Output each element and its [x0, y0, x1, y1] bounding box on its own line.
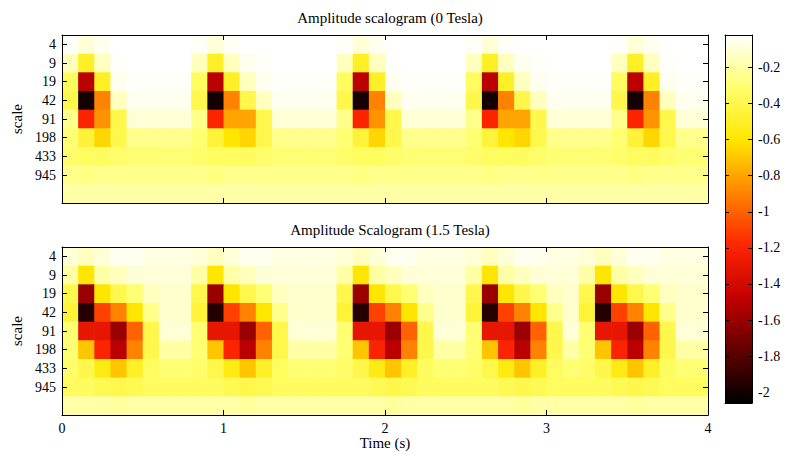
svg-text:198: 198 [35, 130, 56, 145]
svg-text:-1.8: -1.8 [758, 349, 780, 364]
svg-text:3: 3 [543, 421, 550, 436]
svg-text:-1.2: -1.2 [758, 240, 780, 255]
svg-text:scale: scale [9, 316, 25, 346]
svg-text:-2: -2 [758, 385, 770, 400]
svg-text:19: 19 [42, 74, 56, 89]
svg-text:4: 4 [49, 249, 56, 264]
svg-text:9: 9 [49, 56, 56, 71]
svg-text:42: 42 [42, 305, 56, 320]
svg-text:scale: scale [9, 104, 25, 134]
svg-text:1: 1 [220, 421, 227, 436]
svg-text:Amplitude scalogram (0 Tesla): Amplitude scalogram (0 Tesla) [297, 10, 483, 27]
svg-text:19: 19 [42, 286, 56, 301]
svg-text:2: 2 [382, 421, 389, 436]
svg-text:4: 4 [49, 37, 56, 52]
svg-text:Amplitude Scalogram (1.5 Tesla: Amplitude Scalogram (1.5 Tesla) [290, 222, 489, 239]
svg-text:198: 198 [35, 342, 56, 357]
svg-text:433: 433 [35, 361, 56, 376]
svg-text:Time (s): Time (s) [360, 435, 411, 452]
svg-text:-0.6: -0.6 [758, 132, 780, 147]
svg-text:-0.2: -0.2 [758, 60, 780, 75]
svg-text:-1.4: -1.4 [758, 276, 780, 291]
svg-text:42: 42 [42, 93, 56, 108]
svg-text:0: 0 [59, 421, 66, 436]
svg-text:9: 9 [49, 268, 56, 283]
svg-text:945: 945 [35, 380, 56, 395]
svg-text:91: 91 [42, 112, 56, 127]
svg-text:433: 433 [35, 149, 56, 164]
svg-text:4: 4 [705, 421, 712, 436]
svg-text:-1: -1 [758, 204, 770, 219]
svg-text:91: 91 [42, 324, 56, 339]
svg-text:-0.4: -0.4 [758, 96, 780, 111]
svg-text:-1.6: -1.6 [758, 313, 780, 328]
svg-text:945: 945 [35, 168, 56, 183]
svg-text:-0.8: -0.8 [758, 168, 780, 183]
